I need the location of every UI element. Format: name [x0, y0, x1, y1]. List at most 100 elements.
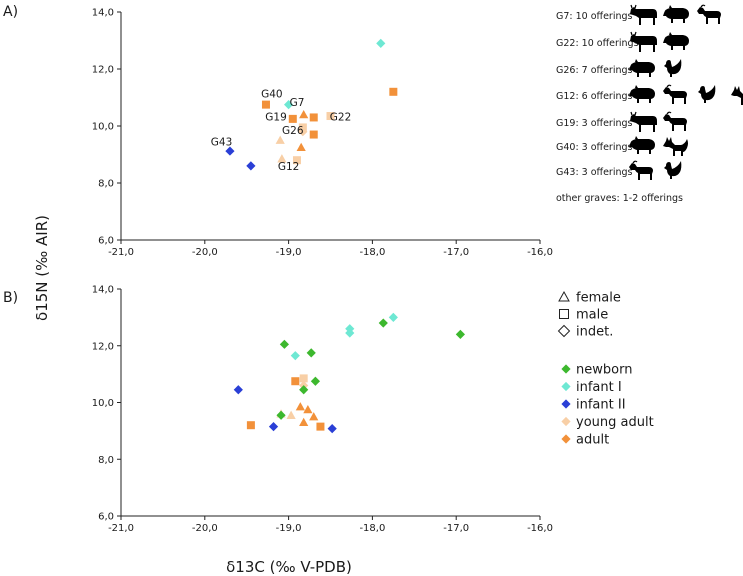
fox-icon: [731, 86, 743, 105]
x-tick-label: -17,0: [443, 247, 469, 258]
pig-icon: [629, 59, 655, 77]
legend-shape-label: female: [576, 291, 621, 306]
x-tick-label: -21,0: [108, 247, 134, 258]
sheep-icon: [628, 160, 654, 181]
data-point: [225, 146, 235, 156]
offering-text: G40: 3 offerings: [556, 142, 633, 153]
pig-icon: [629, 136, 655, 154]
data-point: [326, 112, 335, 121]
x-tick-label: -16,0: [527, 523, 553, 534]
grave-label: G40: [261, 89, 283, 101]
data-point: [298, 127, 308, 137]
grave-label: G22: [330, 111, 352, 123]
data-point: [316, 422, 325, 431]
grave-label: G7: [290, 97, 305, 109]
data-point: [295, 402, 305, 411]
data-point: [261, 100, 270, 109]
sheep-icon: [662, 111, 688, 132]
data-point: [310, 376, 321, 386]
chart-a-axes: 6,0 8,0 10,0 12,0 14,0 -21,0 -20,0 -19,0 -18,0 -1…: [92, 8, 553, 259]
data-point: [309, 113, 318, 122]
y-tick-label: 12,0: [92, 65, 114, 76]
y-tick-label: 6,0: [98, 512, 114, 523]
cattle-icon: [629, 111, 658, 133]
data-point: [290, 351, 300, 361]
cattle-icon: [629, 4, 658, 26]
chicken-icon: [698, 85, 716, 103]
data-point: [455, 329, 465, 339]
chicken-icon: [664, 59, 682, 77]
grave-label: G43: [211, 136, 233, 148]
data-point: [275, 135, 285, 144]
x-tick-label: -20,0: [192, 247, 218, 258]
data-point: [327, 424, 337, 434]
fox-icon: [663, 137, 688, 156]
grave-label: G12: [278, 161, 300, 173]
chicken-icon: [664, 161, 682, 179]
legend-shape-label: indet.: [576, 325, 613, 340]
data-point: [286, 410, 296, 419]
chart-a: 6,0 8,0 10,0 12,0 14,0 -21,0 -20,0 -19,0 -18,0 -1…: [92, 8, 553, 259]
legend-group-label: adult: [576, 433, 609, 448]
y-tick-label: 12,0: [92, 341, 114, 352]
x-tick-label: -18,0: [359, 247, 385, 258]
legend-square-icon: [559, 309, 569, 319]
data-point: [299, 374, 308, 383]
legend-group-label: newborn: [576, 363, 632, 378]
data-point: [378, 318, 388, 328]
data-point: [277, 154, 287, 163]
data-point: [292, 156, 301, 165]
chart-b-legend: female male indet. newborn infant I infant II…: [557, 290, 654, 448]
grave-label: G19: [265, 111, 287, 123]
offering-text: G22: 10 offerings: [556, 38, 639, 49]
data-point: [376, 38, 386, 48]
y-tick-label: 8,0: [98, 179, 114, 190]
x-tick-label: -17,0: [443, 523, 469, 534]
x-tick-label: -19,0: [276, 247, 302, 258]
chart-b-points: [233, 312, 465, 434]
data-point: [284, 100, 294, 110]
y-axis-label: δ15N (‰ AIR): [33, 215, 51, 321]
data-point: [276, 410, 286, 420]
chart-b-axes: 6,0 8,0 10,0 12,0 14,0 -21,0 -20,0 -19,0 -18,0 -1…: [92, 285, 553, 535]
legend-triangle-icon: [558, 290, 570, 302]
data-point: [233, 385, 243, 395]
offering-text: G26: 7 offerings: [556, 65, 633, 76]
x-axis-label: δ13C (‰ V-PDB): [226, 558, 352, 576]
data-point: [279, 339, 290, 349]
data-point: [246, 161, 256, 171]
legend-newborn-marker: [561, 364, 571, 374]
offering-text: other graves: 1-2 offerings: [556, 193, 683, 204]
legend-group-label: young adult: [576, 415, 654, 430]
pig-icon: [663, 32, 689, 50]
y-tick-label: 14,0: [92, 285, 114, 296]
x-tick-label: -20,0: [192, 523, 218, 534]
grave-label: G26: [282, 125, 304, 137]
x-tick-label: -19,0: [276, 523, 302, 534]
data-point: [246, 421, 255, 430]
chart-b: 6,0 8,0 10,0 12,0 14,0 -21,0 -20,0 -19,0 -18,0 -1…: [92, 285, 553, 535]
data-point: [303, 404, 313, 414]
x-tick-label: -16,0: [527, 247, 553, 258]
data-point: [345, 328, 355, 338]
offering-text: G7: 10 offerings: [556, 11, 633, 22]
data-point: [388, 312, 398, 322]
data-point: [306, 348, 316, 358]
x-tick-label: -18,0: [359, 523, 385, 534]
sheep-icon: [662, 84, 688, 105]
x-tick-label: -21,0: [108, 523, 134, 534]
legend-group-label: infant I: [576, 380, 622, 395]
y-tick-label: 8,0: [98, 455, 114, 466]
chart-a-points: [225, 38, 398, 171]
data-point: [299, 417, 309, 427]
offering-text: G19: 3 offerings: [556, 118, 633, 129]
data-point: [299, 110, 309, 119]
data-point: [291, 377, 300, 386]
offering-text: G43: 3 offerings: [556, 167, 633, 178]
offering-text: G12: 6 offerings: [556, 91, 633, 102]
legend-diamond-icon: [557, 324, 571, 338]
data-point: [299, 385, 309, 395]
data-point: [296, 142, 306, 152]
